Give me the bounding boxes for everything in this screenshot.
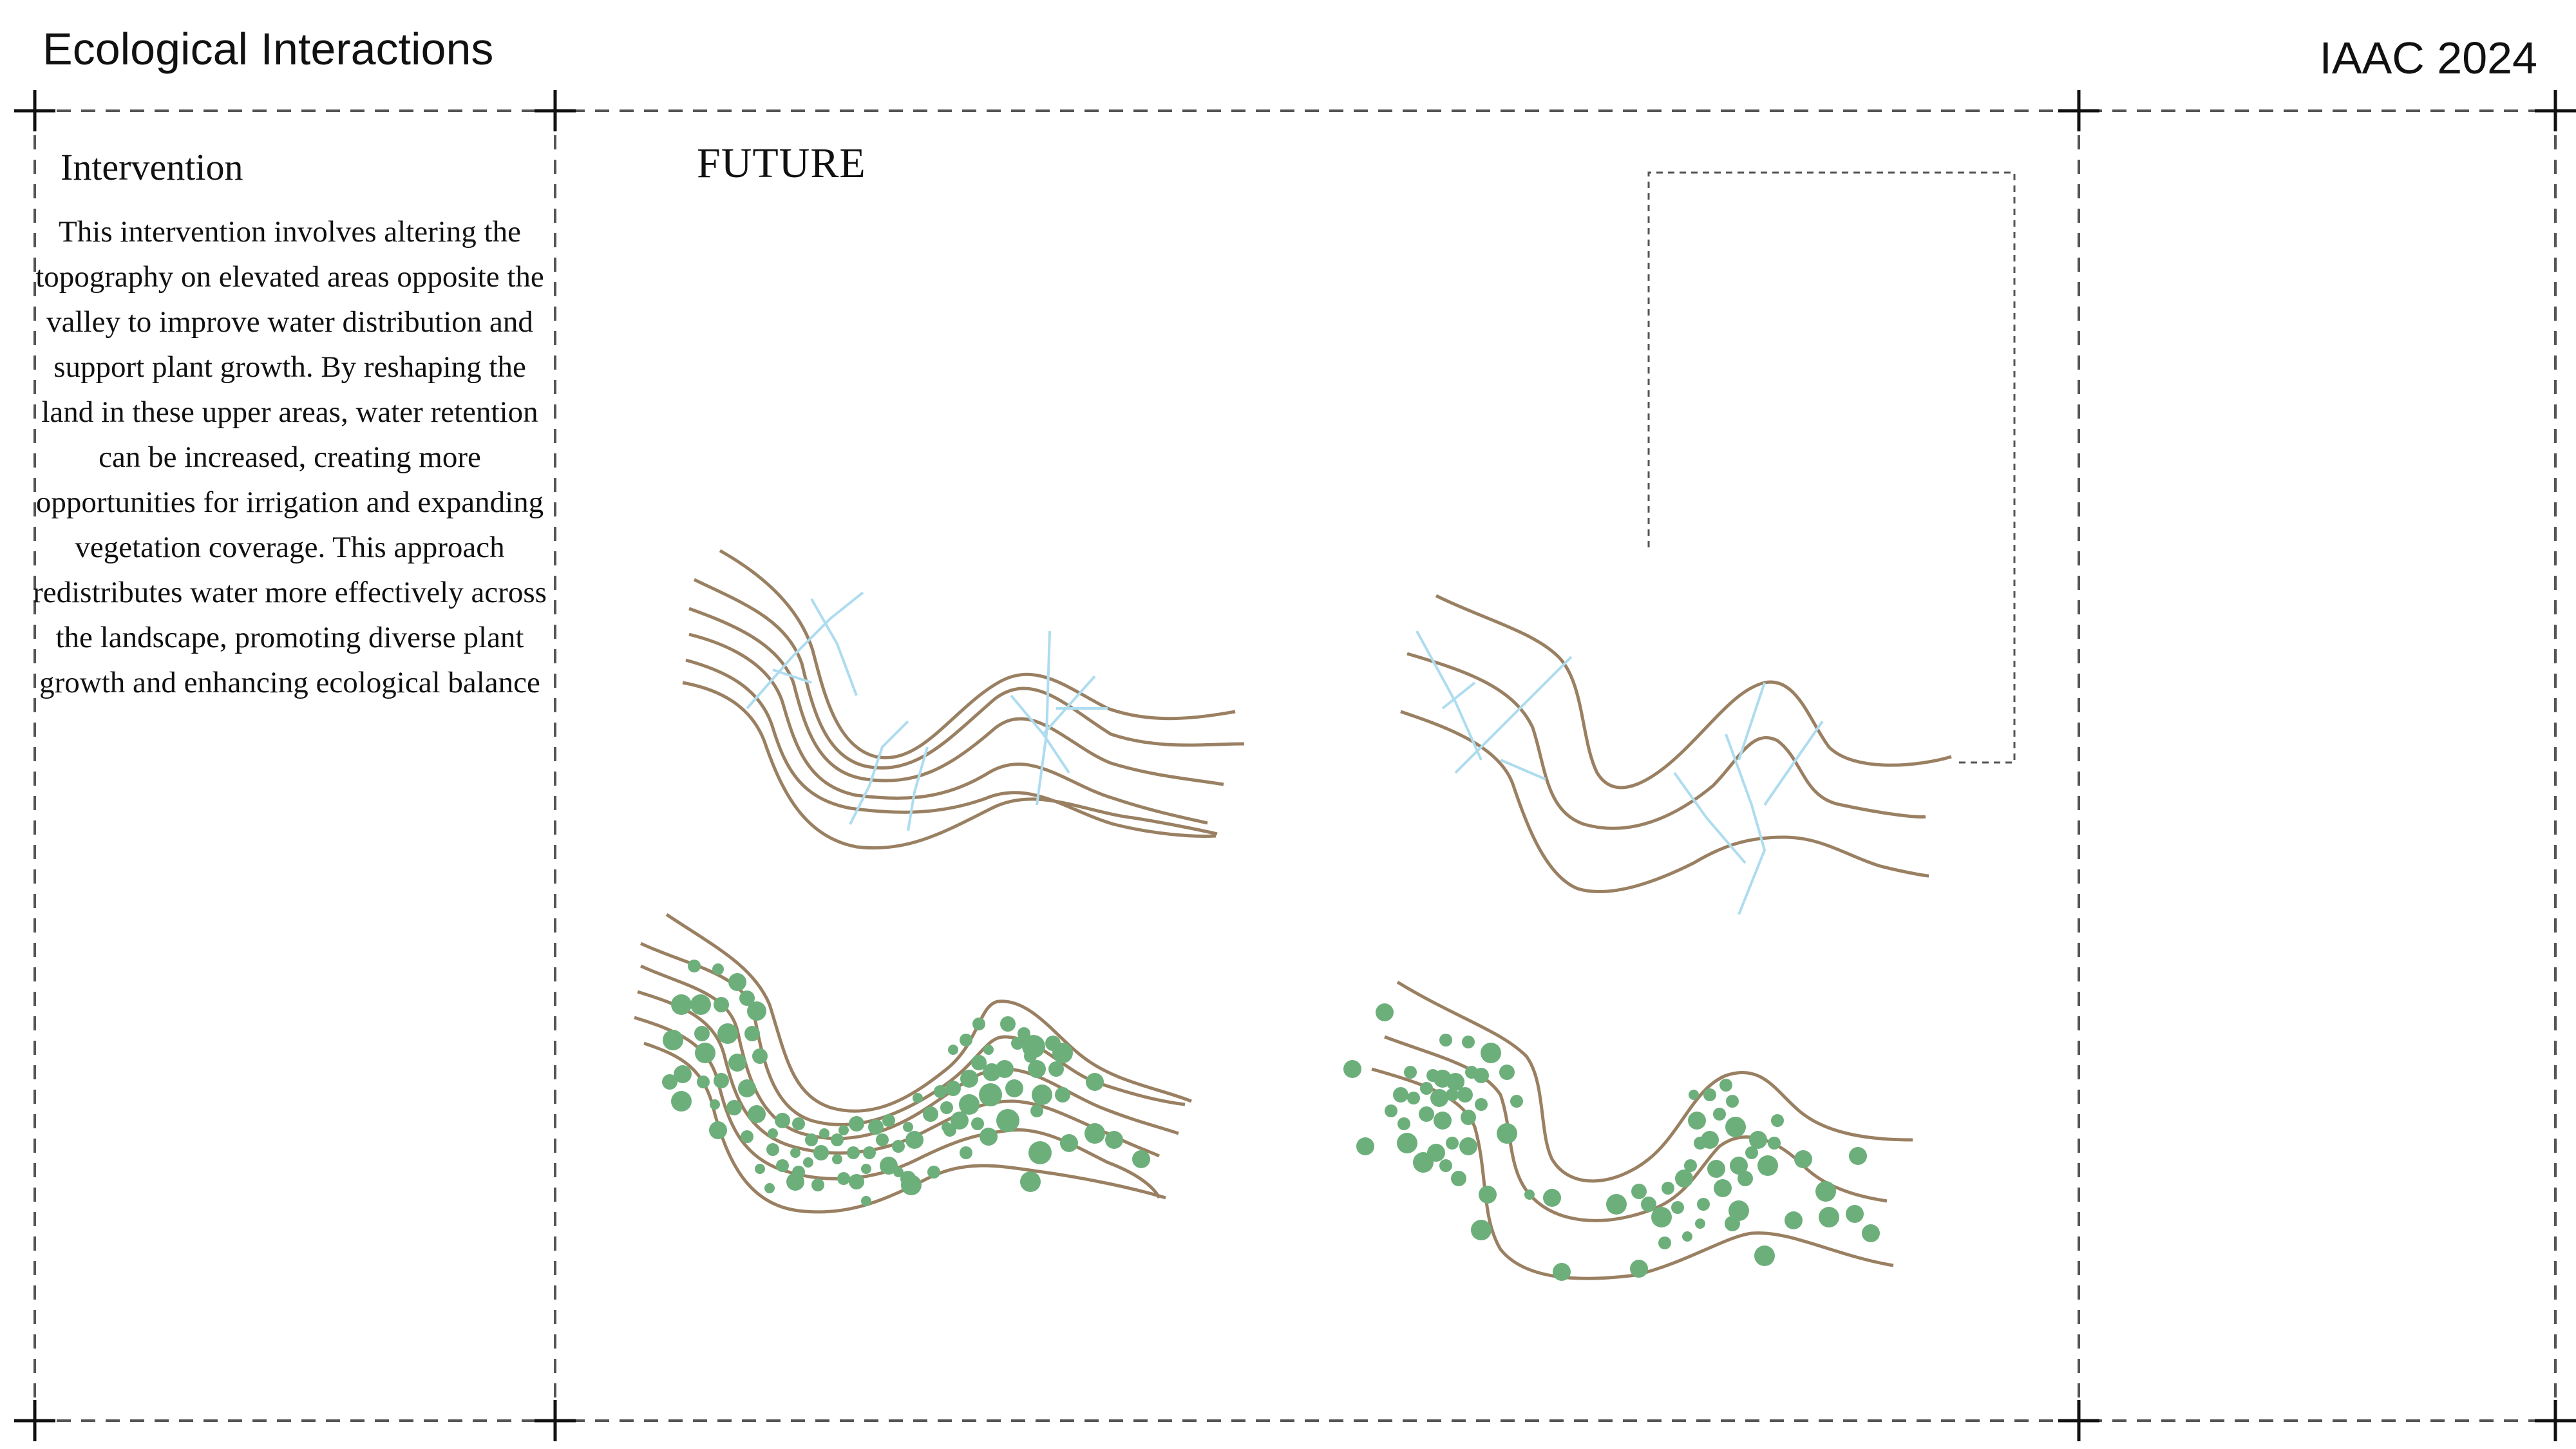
contours-vegetation-left xyxy=(634,913,1192,1214)
intervention-title: Intervention xyxy=(61,146,243,188)
header-label: IAAC 2024 xyxy=(2319,33,2537,83)
corner-markers xyxy=(14,90,2576,1441)
contours-vegetation-right xyxy=(1371,980,1913,1280)
page-title: Ecological Interactions xyxy=(43,24,494,74)
contours-water-right xyxy=(1400,594,1952,893)
future-label: FUTURE xyxy=(697,140,866,187)
inset-box xyxy=(1647,171,2016,764)
vegetation-left xyxy=(662,960,1150,1206)
water-paths-right xyxy=(1416,630,1824,915)
water-paths-left xyxy=(746,591,1108,831)
contours-water-left xyxy=(682,549,1245,850)
intervention-description: This intervention involves altering the … xyxy=(33,215,547,699)
vegetation-right xyxy=(1343,1003,1880,1281)
